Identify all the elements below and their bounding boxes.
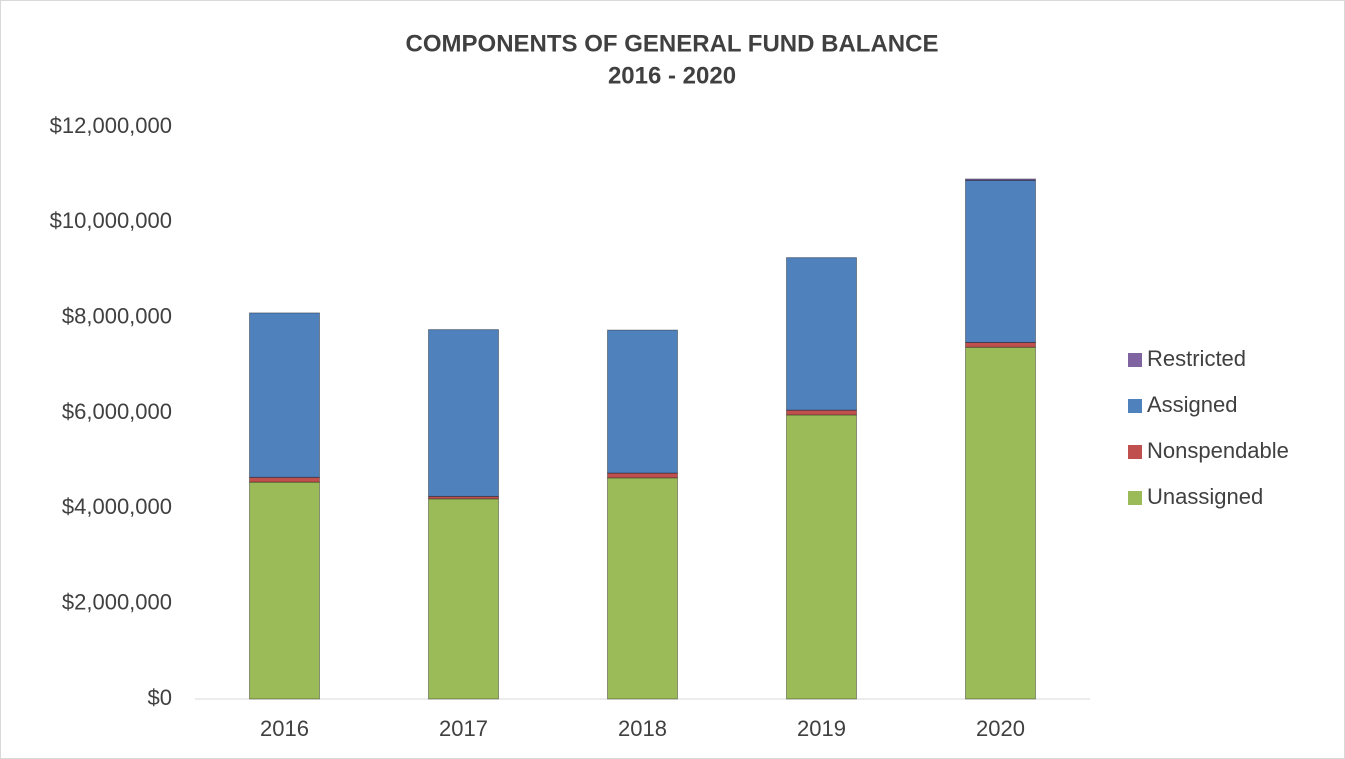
bar-segment	[428, 329, 499, 497]
x-tick-label: 2020	[976, 716, 1025, 741]
bar-segment	[965, 346, 1036, 700]
bar-segment	[786, 257, 857, 411]
y-tick-label: $12,000,000	[50, 113, 172, 138]
y-tick-label: $0	[148, 685, 172, 710]
bar-segment	[607, 472, 678, 479]
bar-segment	[786, 409, 857, 416]
chart-title: COMPONENTS OF GENERAL FUND BALANCE	[406, 30, 939, 57]
bar-segment	[965, 341, 1036, 348]
legend-label: Assigned	[1147, 392, 1238, 417]
y-tick-label: $4,000,000	[62, 494, 172, 519]
bar-segment	[249, 476, 320, 483]
legend-swatch	[1128, 399, 1142, 413]
legend-swatch	[1128, 445, 1142, 459]
legend-label: Unassigned	[1147, 484, 1263, 509]
y-tick-label: $2,000,000	[62, 589, 172, 614]
legend-swatch	[1128, 353, 1142, 367]
legend-label: Nonspendable	[1147, 438, 1289, 463]
legend-label: Restricted	[1147, 346, 1246, 371]
y-tick-label: $8,000,000	[62, 303, 172, 328]
x-tick-label: 2019	[797, 716, 846, 741]
bar-segment	[786, 414, 857, 700]
bar-segment	[428, 498, 499, 700]
chart-subtitle: 2016 - 2020	[608, 62, 736, 89]
bar-segment	[249, 312, 320, 478]
bar-segment	[965, 178, 1036, 181]
x-tick-label: 2018	[618, 716, 667, 741]
legend-swatch	[1128, 491, 1142, 505]
x-tick-label: 2017	[439, 716, 488, 741]
y-tick-label: $10,000,000	[50, 208, 172, 233]
bar-segment	[607, 477, 678, 700]
bar-segment	[249, 481, 320, 700]
bar-segment	[965, 179, 1036, 343]
y-tick-label: $6,000,000	[62, 399, 172, 424]
bar-segment	[607, 329, 678, 474]
x-tick-label: 2016	[260, 716, 309, 741]
